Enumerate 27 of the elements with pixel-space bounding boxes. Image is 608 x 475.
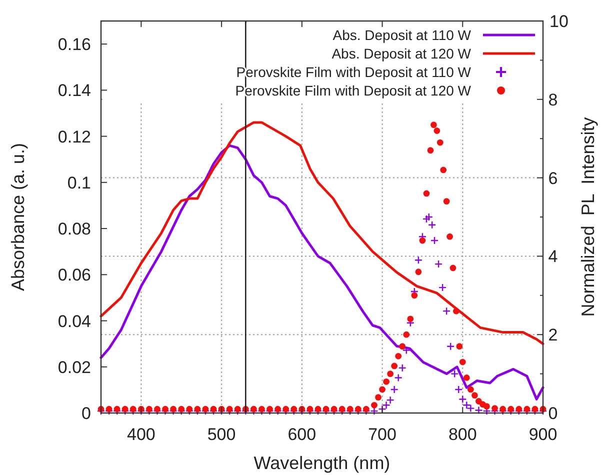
y2-tick-label: 0: [548, 404, 558, 423]
x-axis-title: Wavelength (nm): [254, 453, 390, 473]
x-tick-label: 500: [207, 425, 236, 444]
y-tick-label: 0.16: [58, 35, 91, 54]
y2-tick-label: 6: [548, 168, 558, 188]
y2-tick-label: 4: [548, 247, 558, 266]
x-tick-label: 400: [126, 425, 156, 444]
legend-label: Abs. Deposit at 110 W: [332, 27, 472, 43]
y2-tick-label: 2: [548, 326, 558, 345]
y-tick-label: 0.14: [58, 81, 91, 100]
y-tick-label: 0.12: [58, 127, 91, 146]
y2-axis-title: Normalized PL Intensity: [578, 117, 598, 317]
y-tick-label: 0.02: [58, 358, 91, 377]
y2-tick-label: 10: [550, 12, 568, 31]
y2-tick-label: 8: [548, 90, 558, 110]
x-tick-label: 700: [368, 425, 396, 444]
x-tick-label: 600: [288, 425, 316, 444]
y-tick-label: 0.08: [58, 220, 91, 239]
y-tick-label: 0.1: [67, 173, 91, 192]
y-tick-label: 0.06: [58, 266, 91, 285]
line-series: [100, 121, 544, 346]
y-tick-label: 0.04: [58, 312, 91, 331]
y-axis-title: Absorbance (a. u.): [8, 142, 28, 292]
legend-label: Abs. Deposit at 120 W: [332, 46, 472, 62]
x-tick-label: 900: [528, 425, 558, 444]
x-tick-label: 800: [448, 425, 477, 444]
y-tick-label: 0: [82, 404, 91, 423]
